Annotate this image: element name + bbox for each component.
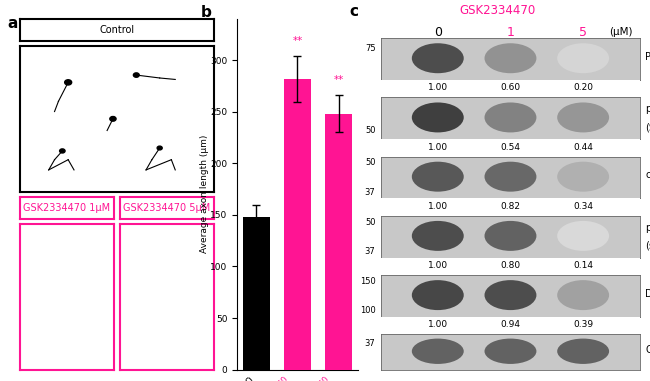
Text: Control: Control bbox=[99, 25, 135, 35]
Text: GAPDH: GAPDH bbox=[645, 345, 650, 355]
Text: DLK: DLK bbox=[645, 289, 650, 299]
Text: (s63)II: (s63)II bbox=[645, 241, 650, 251]
Text: (Ser241): (Ser241) bbox=[645, 122, 650, 133]
Text: 0.14: 0.14 bbox=[573, 261, 593, 270]
Text: GSK2334470 1μM: GSK2334470 1μM bbox=[23, 203, 110, 213]
Text: 0.94: 0.94 bbox=[500, 320, 521, 329]
Ellipse shape bbox=[557, 162, 609, 192]
Ellipse shape bbox=[484, 221, 536, 251]
Text: c: c bbox=[350, 4, 359, 19]
Text: p-PDK1: p-PDK1 bbox=[645, 104, 650, 114]
Ellipse shape bbox=[557, 102, 609, 133]
Text: 37: 37 bbox=[365, 247, 376, 256]
Text: 37: 37 bbox=[365, 187, 376, 197]
Text: 0.34: 0.34 bbox=[573, 202, 593, 211]
Text: 0.54: 0.54 bbox=[500, 142, 521, 152]
Ellipse shape bbox=[557, 221, 609, 251]
Y-axis label: Average axon length (μm): Average axon length (μm) bbox=[200, 135, 209, 253]
Ellipse shape bbox=[412, 280, 463, 310]
Text: 0.20: 0.20 bbox=[573, 83, 593, 92]
Ellipse shape bbox=[484, 280, 536, 310]
Text: 50: 50 bbox=[365, 158, 376, 167]
Text: **: ** bbox=[292, 36, 302, 46]
Text: PDK1: PDK1 bbox=[645, 52, 650, 62]
Text: 50: 50 bbox=[365, 218, 376, 227]
Text: 1: 1 bbox=[506, 26, 514, 39]
Text: c-jun: c-jun bbox=[645, 170, 650, 181]
Text: 1.00: 1.00 bbox=[428, 202, 448, 211]
Ellipse shape bbox=[557, 43, 609, 73]
Ellipse shape bbox=[557, 339, 609, 364]
Ellipse shape bbox=[557, 280, 609, 310]
Bar bbox=[326, 114, 352, 370]
Ellipse shape bbox=[412, 162, 463, 192]
Ellipse shape bbox=[484, 43, 536, 73]
Ellipse shape bbox=[412, 221, 463, 251]
Ellipse shape bbox=[484, 102, 536, 133]
Bar bbox=[284, 79, 311, 370]
Text: GSK2334470 5μM: GSK2334470 5μM bbox=[124, 203, 211, 213]
Text: 37: 37 bbox=[365, 339, 376, 347]
Circle shape bbox=[60, 149, 65, 153]
Text: 5: 5 bbox=[579, 26, 587, 39]
Text: p-c-jun: p-c-jun bbox=[645, 223, 650, 232]
Text: 0.80: 0.80 bbox=[500, 261, 521, 270]
Text: 50: 50 bbox=[365, 126, 376, 135]
Text: **: ** bbox=[333, 75, 344, 85]
Ellipse shape bbox=[484, 339, 536, 364]
Text: 0.44: 0.44 bbox=[573, 142, 593, 152]
Text: b: b bbox=[201, 5, 212, 20]
Text: 0.39: 0.39 bbox=[573, 320, 593, 329]
Circle shape bbox=[110, 117, 116, 121]
Text: a: a bbox=[8, 16, 18, 32]
Ellipse shape bbox=[412, 43, 463, 73]
Ellipse shape bbox=[412, 339, 463, 364]
Text: 100: 100 bbox=[359, 306, 376, 315]
Text: 1.00: 1.00 bbox=[428, 83, 448, 92]
Text: 0.60: 0.60 bbox=[500, 83, 521, 92]
Ellipse shape bbox=[412, 102, 463, 133]
Circle shape bbox=[64, 80, 72, 85]
Text: GSK2334470: GSK2334470 bbox=[460, 4, 536, 17]
Text: 75: 75 bbox=[365, 44, 376, 53]
Text: 1.00: 1.00 bbox=[428, 142, 448, 152]
Text: 150: 150 bbox=[359, 277, 376, 286]
Circle shape bbox=[133, 73, 139, 77]
Text: 1.00: 1.00 bbox=[428, 261, 448, 270]
Text: 1.00: 1.00 bbox=[428, 320, 448, 329]
Ellipse shape bbox=[484, 162, 536, 192]
Text: 0.82: 0.82 bbox=[500, 202, 521, 211]
Circle shape bbox=[157, 146, 162, 150]
Text: (μM): (μM) bbox=[609, 27, 632, 37]
Bar bbox=[242, 217, 270, 370]
Text: 0: 0 bbox=[434, 26, 442, 39]
